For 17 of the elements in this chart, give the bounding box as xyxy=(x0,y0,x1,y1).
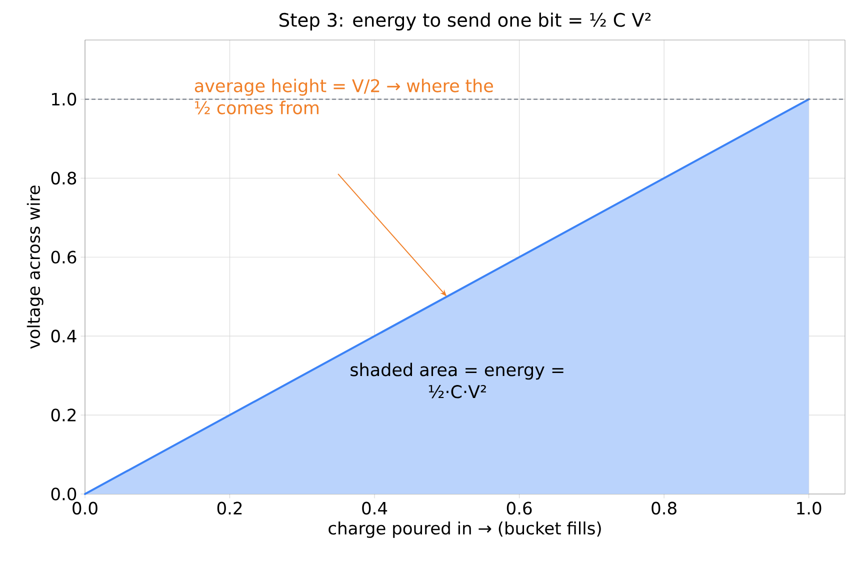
y-tick-label: 0.6 xyxy=(51,250,76,264)
x-tick-label: 0.8 xyxy=(652,502,676,515)
x-tick-label: 0.4 xyxy=(362,502,388,515)
y-tick-label: 0.4 xyxy=(51,330,76,343)
annotation: average height = V/2 → where the ½ comes from xyxy=(194,78,493,114)
y-tick-label: 0.0 xyxy=(51,488,76,500)
x-axis-title: charge poured in → (bucket fills) xyxy=(328,521,601,538)
x-tick-label: 0.2 xyxy=(217,502,242,515)
annotation: shaded area = energy = ½·C·V² xyxy=(350,362,564,398)
chart-title: Step 3: energy to send one bit = ½ C V² xyxy=(280,12,651,30)
x-tick-label: 0.0 xyxy=(72,502,98,515)
y-tick-label: 0.2 xyxy=(51,408,76,422)
x-tick-label: 1.0 xyxy=(797,502,822,515)
y-tick-label: 0.8 xyxy=(51,172,76,185)
y-tick-label: 1.0 xyxy=(52,92,76,106)
y-axis-title: voltage across wire xyxy=(26,186,44,349)
x-tick-label: 0.6 xyxy=(506,502,532,515)
